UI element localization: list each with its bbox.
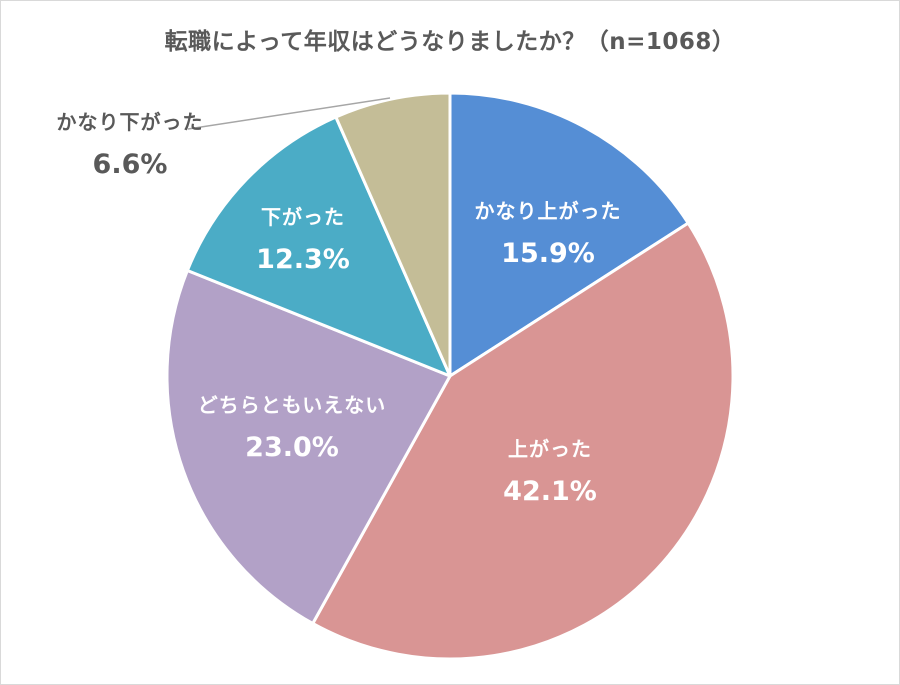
slice-name: かなり上がった — [474, 199, 622, 223]
pie-slice-1 — [311, 221, 735, 661]
slice-percent: 12.3% — [256, 244, 350, 275]
slice-name: 下がった — [260, 205, 345, 229]
slice-name: 上がった — [507, 437, 592, 461]
slice-percent: 42.1% — [503, 476, 597, 507]
slice-label-3: 下がった 12.3% — [256, 201, 350, 275]
pie-slice-0 — [448, 91, 690, 378]
chart-title: 転職によって年収はどうなりましたか？（n=1068） — [164, 29, 736, 55]
slice-label-2: どちらともいえない 23.0% — [198, 389, 387, 463]
slice-name: どちらともいえない — [197, 393, 387, 417]
pie-slice-2 — [165, 268, 452, 625]
slice-percent: 23.0% — [245, 432, 339, 463]
slice-label-1: 上がった 42.1% — [503, 433, 597, 507]
slice-name: かなり下がった — [56, 110, 204, 134]
leader-line — [187, 97, 391, 130]
slice-percent: 15.9% — [501, 238, 595, 269]
slice-label-4: かなり下がった 6.6% — [57, 106, 204, 180]
slice-label-0: かなり上がった 15.9% — [475, 195, 622, 269]
pie-slice-4 — [334, 91, 452, 378]
slice-percent: 6.6% — [92, 149, 168, 180]
pie-slice-3 — [185, 115, 452, 378]
